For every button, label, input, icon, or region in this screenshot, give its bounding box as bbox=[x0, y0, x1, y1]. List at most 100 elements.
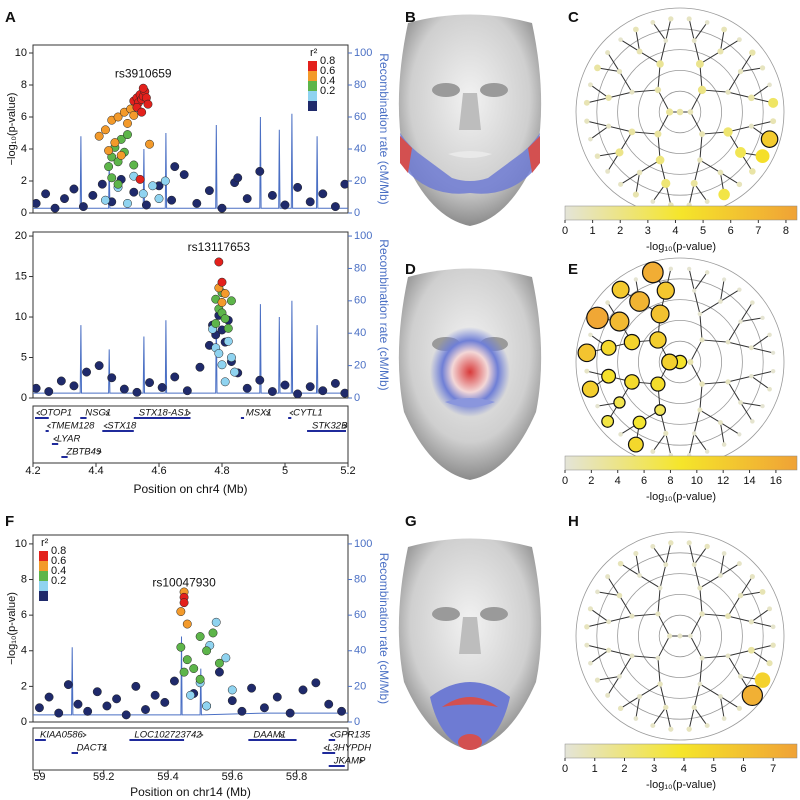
tree-node bbox=[584, 624, 590, 630]
tree-node bbox=[704, 543, 710, 550]
panel-label: G bbox=[405, 513, 417, 530]
lead-snp-label: rs3910659 bbox=[115, 66, 172, 80]
tree-edge bbox=[665, 542, 672, 565]
tree-node bbox=[654, 86, 662, 94]
tree-node bbox=[577, 343, 597, 363]
tree-node bbox=[667, 633, 673, 639]
tree-edge bbox=[635, 696, 641, 719]
strand-arrow bbox=[103, 423, 108, 429]
tree-node bbox=[760, 315, 765, 321]
tree-edge bbox=[719, 553, 725, 576]
tree-edge bbox=[689, 613, 703, 637]
tree-edge bbox=[720, 172, 740, 185]
snp-point bbox=[195, 362, 205, 372]
snp-point bbox=[223, 336, 233, 346]
tree-edge bbox=[693, 22, 708, 41]
legend-label: 0.8 bbox=[51, 545, 66, 557]
tree-node bbox=[613, 396, 626, 409]
y2-axis-label: Recombination rate (cM/Mb) bbox=[377, 239, 391, 390]
strand-arrow bbox=[359, 758, 364, 764]
y2-tick-label: 100 bbox=[354, 47, 372, 59]
x-tick-label: 59.6 bbox=[222, 771, 243, 783]
tree-node bbox=[735, 147, 746, 158]
snp-point bbox=[123, 198, 132, 208]
snp-point bbox=[104, 146, 114, 156]
tree-edge bbox=[657, 89, 671, 113]
snp-point bbox=[259, 703, 269, 713]
tree-edge bbox=[693, 433, 708, 452]
tree-node bbox=[718, 573, 723, 578]
tree-node bbox=[697, 85, 707, 95]
tree-node bbox=[650, 723, 656, 729]
ring bbox=[638, 594, 723, 679]
tree-edge bbox=[699, 587, 703, 614]
tree-node bbox=[686, 16, 692, 22]
y2-tick-label: 0 bbox=[354, 392, 360, 404]
tree-edge bbox=[619, 655, 633, 677]
gene-label: DACT1 bbox=[77, 743, 108, 754]
tree-node bbox=[650, 449, 656, 454]
colorbar-tick-label: 5 bbox=[700, 225, 706, 237]
tree-node bbox=[687, 266, 692, 272]
tree-edge bbox=[688, 268, 695, 291]
snp-point bbox=[94, 361, 104, 371]
tree-node bbox=[601, 414, 615, 428]
snp-point bbox=[285, 708, 295, 718]
tree-node bbox=[605, 300, 611, 305]
snp-point bbox=[293, 389, 303, 398]
snp-point bbox=[154, 194, 164, 204]
tree-node bbox=[736, 561, 742, 567]
recombination-line bbox=[33, 636, 348, 716]
gene-label: CYTL1 bbox=[293, 408, 323, 419]
tree-edge bbox=[639, 575, 661, 589]
tree-node bbox=[725, 89, 731, 95]
panel-label: B bbox=[405, 9, 416, 26]
panel-label: E bbox=[568, 261, 578, 278]
snp-point bbox=[195, 674, 205, 684]
snp-point bbox=[227, 696, 237, 706]
tree-edge bbox=[693, 564, 701, 589]
legend-label: 0.2 bbox=[51, 575, 66, 587]
snp-point bbox=[202, 701, 212, 711]
y-tick-label: 0 bbox=[21, 392, 27, 404]
snp-point bbox=[217, 297, 227, 307]
snp-point bbox=[176, 642, 186, 652]
y2-tick-label: 60 bbox=[354, 111, 366, 123]
colorbar-tick-label: 10 bbox=[691, 475, 703, 487]
y-tick-label: 20 bbox=[15, 230, 27, 242]
x-tick-label: 59 bbox=[33, 771, 45, 783]
snp-point bbox=[82, 367, 92, 377]
tree-node bbox=[722, 277, 727, 282]
tree-node bbox=[606, 647, 612, 653]
tree-node bbox=[699, 611, 705, 617]
tree-node bbox=[629, 653, 635, 659]
panel-label: D bbox=[405, 261, 416, 278]
tree-node bbox=[617, 705, 624, 712]
tree-edge bbox=[608, 125, 633, 133]
tree-edge bbox=[693, 183, 708, 202]
ring bbox=[617, 299, 743, 425]
tree-node bbox=[767, 386, 772, 392]
snp-point bbox=[179, 667, 189, 677]
x-tick-label: 4.8 bbox=[214, 465, 229, 477]
tree-edge bbox=[657, 587, 661, 614]
tree-node bbox=[697, 681, 703, 687]
tree-node bbox=[725, 653, 731, 659]
colorbar-tick-label: 1 bbox=[590, 225, 596, 237]
tree-node bbox=[588, 660, 593, 666]
tree-node bbox=[738, 673, 743, 679]
tree-edge bbox=[631, 89, 658, 93]
snp-point bbox=[169, 676, 179, 686]
y2-tick-label: 60 bbox=[354, 295, 366, 307]
y2-tick-label: 20 bbox=[354, 680, 366, 692]
snp-point bbox=[233, 173, 243, 183]
y2-tick-label: 20 bbox=[354, 175, 366, 187]
snp-point bbox=[242, 383, 252, 393]
tree-node bbox=[749, 574, 755, 580]
tree-edge bbox=[699, 313, 703, 340]
tree-node bbox=[749, 373, 754, 379]
tree-node bbox=[771, 350, 776, 355]
tree-edge bbox=[719, 279, 725, 302]
legend-swatch bbox=[308, 61, 317, 71]
snp-point bbox=[230, 367, 240, 377]
